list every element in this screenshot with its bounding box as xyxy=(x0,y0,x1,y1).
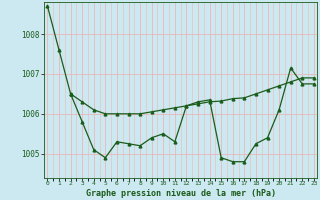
X-axis label: Graphe pression niveau de la mer (hPa): Graphe pression niveau de la mer (hPa) xyxy=(86,189,276,198)
